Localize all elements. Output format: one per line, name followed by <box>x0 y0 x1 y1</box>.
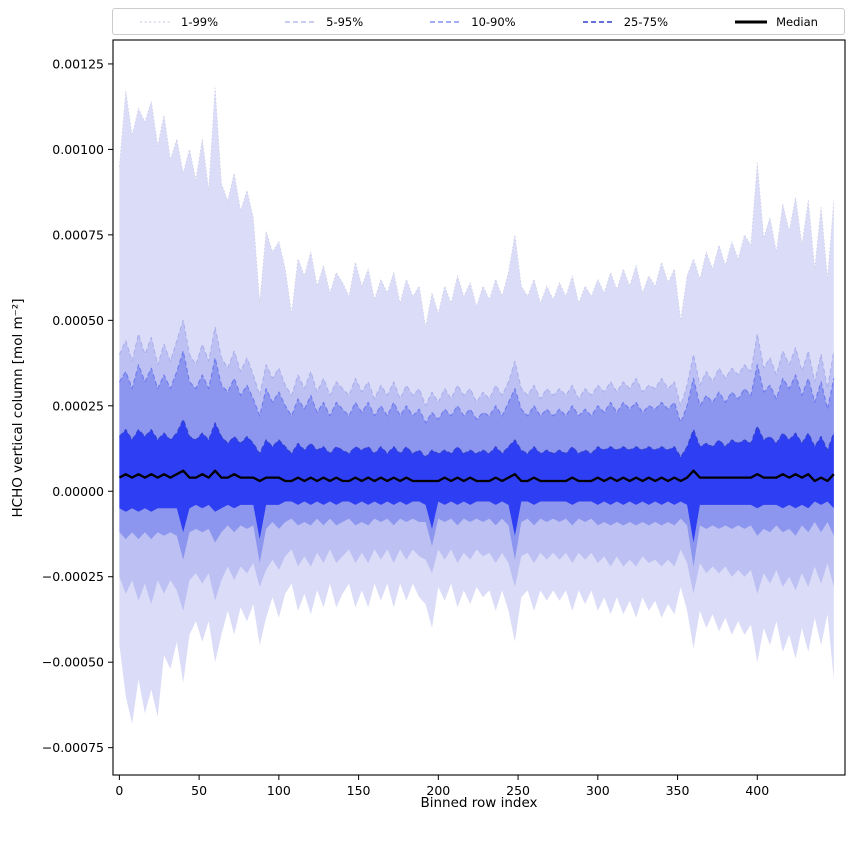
y-tick-label: 0.00000 <box>52 484 104 499</box>
x-tick-label: 300 <box>586 783 610 798</box>
y-tick-label: 0.00025 <box>52 398 104 413</box>
y-tick-label: −0.00050 <box>42 655 104 670</box>
legend-line-sample-icon <box>285 20 318 23</box>
legend-label: 10-90% <box>471 14 516 29</box>
line-p99 <box>118 87 835 328</box>
legend-label: 5-95% <box>326 14 364 29</box>
legend-item-median: Median <box>734 15 818 29</box>
legend-line-sample-icon <box>582 20 615 23</box>
y-tick-label: 0.00100 <box>52 142 104 157</box>
line-p75 <box>118 418 835 458</box>
y-axis-label: HCHO vertical column [mol m⁻²] <box>10 298 26 518</box>
y-tick-label: 0.00050 <box>52 313 104 328</box>
legend-item-5-95-: 5-95% <box>284 15 363 29</box>
legend-item-25-75-: 25-75% <box>582 15 668 29</box>
legend-label: 1-99% <box>181 14 219 29</box>
y-tick-label: 0.00075 <box>52 227 104 242</box>
x-tick-label: 100 <box>267 783 291 798</box>
x-tick-label: 50 <box>191 783 207 798</box>
x-tick-label: 350 <box>666 783 690 798</box>
line-p95 <box>118 319 835 407</box>
legend-item-1-99-: 1-99% <box>139 15 218 29</box>
legend-item-10-90-: 10-90% <box>429 14 516 29</box>
x-axis-label: Binned row index <box>420 795 538 811</box>
legend-line-sample-icon <box>140 20 172 23</box>
legend-line-sample-icon <box>430 20 463 23</box>
line-median <box>118 469 835 483</box>
y-tick-label: 0.00125 <box>52 56 104 71</box>
legend-label: 25-75% <box>623 14 669 29</box>
legend-label: Median <box>776 14 818 29</box>
x-tick-label: 150 <box>347 783 371 798</box>
legend-line-sample-icon <box>735 20 768 23</box>
x-tick-label: 0 <box>115 783 123 798</box>
plot-border <box>112 39 846 776</box>
legend: 1-99% 5-95% 10-90% 25-75% Median <box>112 8 845 35</box>
x-tick-label: 200 <box>426 783 450 798</box>
y-tick-label: −0.00075 <box>42 740 104 755</box>
x-tick-label: 250 <box>506 783 530 798</box>
x-tick-label: 400 <box>745 783 769 798</box>
line-p90 <box>118 350 835 424</box>
y-tick-label: −0.00025 <box>42 569 104 584</box>
